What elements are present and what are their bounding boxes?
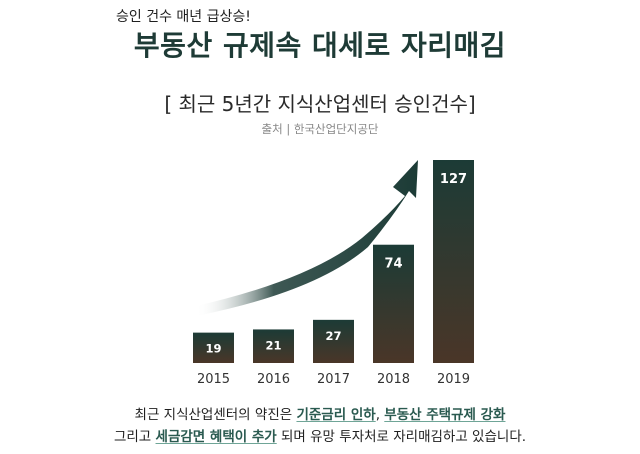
year-label-2015: 2015 xyxy=(197,372,230,387)
value-label-2019: 127 xyxy=(440,172,467,187)
footer-line2-text-b: 되며 유망 투자처로 자리매김하고 있습니다. xyxy=(276,429,527,445)
highlight-rate-cut: 기준금리 인하 xyxy=(296,407,376,423)
bar-2019 xyxy=(433,160,474,363)
bar-2018 xyxy=(373,244,414,363)
bar-2017 xyxy=(313,319,354,363)
footer-line-1: 최근 지식산업센터의 약진은 기준금리 인하, 부동산 주택규제 강화 xyxy=(0,404,640,426)
year-label-2016: 2016 xyxy=(257,372,290,387)
highlight-tax-benefit: 세금감면 혜택이 추가 xyxy=(155,429,277,445)
year-label-2017: 2017 xyxy=(317,372,350,387)
kicker-text: 승인 건수 매년 급상승! xyxy=(116,9,251,25)
value-label-2015: 19 xyxy=(205,342,221,356)
bars-group xyxy=(193,160,474,363)
source-note: 출처 | 한국산업단지공단 xyxy=(261,122,379,136)
trend-arrow-group xyxy=(196,160,418,316)
value-label-2018: 74 xyxy=(384,257,402,272)
page-headline: 부동산 규제속 대세로 자리매김 xyxy=(133,29,507,62)
year-label-2018: 2018 xyxy=(377,372,410,387)
footer-line-2: 그리고 세금감면 혜택이 추가 되며 유망 투자처로 자리매김하고 있습니다. xyxy=(0,426,640,448)
footer-text: 최근 지식산업센터의 약진은 기준금리 인하, 부동산 주택규제 강화 그리고 … xyxy=(0,404,640,448)
labels-group: 19 2015 21 2016 27 2017 74 2018 127 2019 xyxy=(197,172,470,387)
highlight-housing-regulation: 부동산 주택규제 강화 xyxy=(384,407,506,423)
bar-2015 xyxy=(193,332,234,363)
footer-line1-text-a: 최근 지식산업센터의 약진은 xyxy=(134,407,297,423)
year-label-2019: 2019 xyxy=(437,372,470,387)
trend-arrow xyxy=(196,160,418,316)
value-label-2016: 21 xyxy=(265,338,281,352)
bar-2016 xyxy=(253,329,294,363)
footer-line2-text-a: 그리고 xyxy=(113,429,156,445)
value-label-2017: 27 xyxy=(325,329,341,343)
footer-line1-text-b: , xyxy=(375,407,385,423)
chart-title: [ 최근 5년간 지식산업센터 승인건수] xyxy=(164,92,476,116)
